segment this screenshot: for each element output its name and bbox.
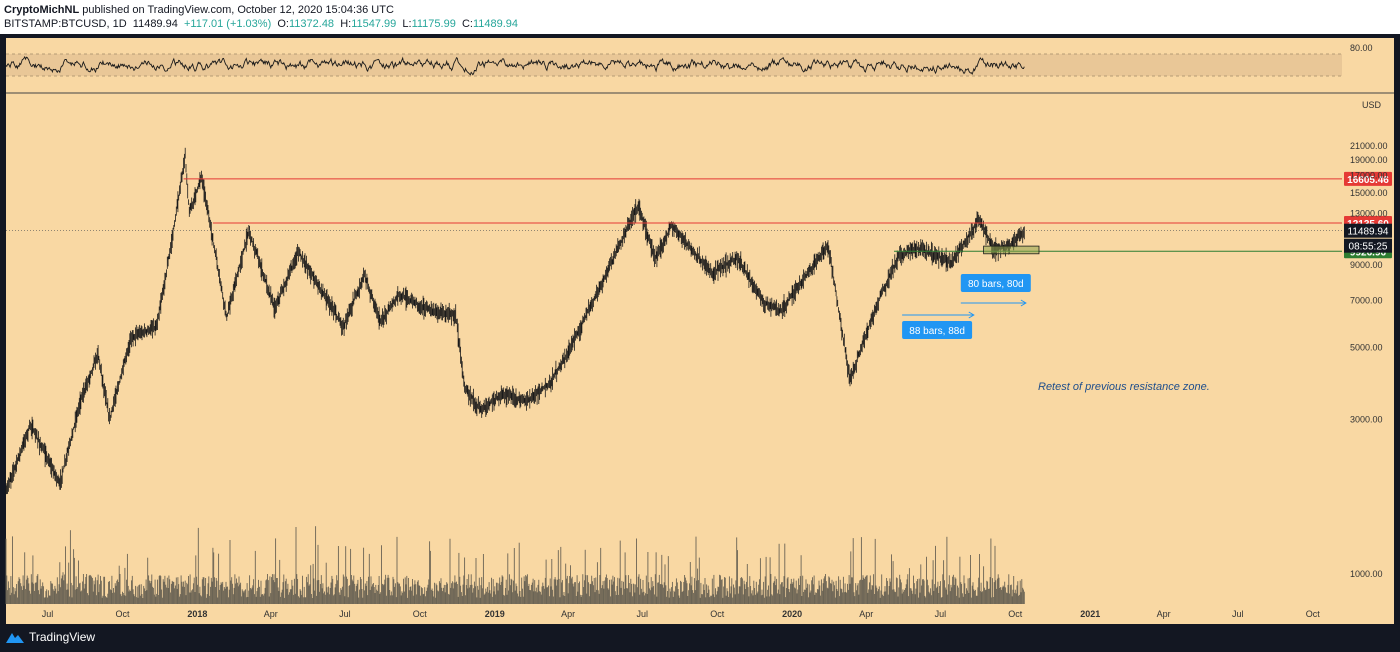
y-tick-label: 19000.00 <box>1350 155 1388 165</box>
x-tick-label: Oct <box>710 609 725 619</box>
change-value: +117.01 (+1.03%) <box>183 18 272 30</box>
range-arrow-88-head <box>968 311 975 319</box>
y-tick-label: 3000.00 <box>1350 415 1383 425</box>
x-tick-label: Jul <box>636 609 648 619</box>
y-tick-label: 9000.00 <box>1350 260 1383 270</box>
high-label: H: <box>340 18 352 30</box>
x-tick-label: Apr <box>264 609 278 619</box>
y-tick-label: 7000.00 <box>1350 295 1383 305</box>
x-tick-label: Oct <box>1008 609 1023 619</box>
low-label: L: <box>402 18 412 30</box>
chart-header: CryptoMichNL published on TradingView.co… <box>0 0 1400 34</box>
level-price-label: 9926.96 <box>1350 247 1387 258</box>
price-axis[interactable]: 21000.00 19000.00 17000.00 15000.00 13000.00… <box>1350 141 1388 579</box>
x-tick-label: Oct <box>413 609 428 619</box>
x-tick-label: Jul <box>339 609 351 619</box>
level-price-tag <box>1344 171 1392 186</box>
price-axis-background <box>1342 38 1394 604</box>
annotations[interactable]: 11489.94 08:55:25 88 bars, 88d 80 bars, 80d… <box>6 223 1392 393</box>
close-label: C: <box>461 18 473 30</box>
range-label-80-box[interactable] <box>960 274 1031 292</box>
plot-background <box>6 38 1342 604</box>
x-tick-label: Jul <box>1232 609 1244 619</box>
rsi-pane[interactable]: 80.00 <box>5 43 1373 77</box>
published-text: published on TradingView.com, October 12… <box>82 4 394 16</box>
open-label: O: <box>277 18 289 30</box>
publish-info: CryptoMichNL published on TradingView.co… <box>4 4 394 16</box>
currency-label: USD <box>1362 100 1382 110</box>
x-tick-label: Apr <box>1157 609 1171 619</box>
tradingview-logo-icon <box>6 633 24 643</box>
volume-bars <box>5 526 1025 604</box>
y-tick-label: 21000.00 <box>1350 141 1388 151</box>
y-tick-label: 5000.00 <box>1350 343 1383 353</box>
y-tick-label: 17000.00 <box>1350 171 1388 181</box>
close-value: 11489.94 <box>472 18 519 30</box>
chart-canvas[interactable]: 80.00 16605.4612135.609926.96 11489.9408… <box>0 34 1400 624</box>
y-tick-label: 13000.00 <box>1350 208 1388 218</box>
last-price-tag <box>1344 223 1392 238</box>
high-value: 11547.99 <box>351 18 397 30</box>
y-tick-label: 15000.00 <box>1350 188 1388 198</box>
open-value: 11372.48 <box>288 18 335 30</box>
x-tick-label: Oct <box>115 609 130 619</box>
author-name[interactable]: CryptoMichNL <box>4 4 80 16</box>
rsi-line <box>5 55 1025 76</box>
x-tick-label: Apr <box>561 609 575 619</box>
x-tick-label: 2018 <box>187 609 207 619</box>
retest-annotation[interactable]: Retest of previous resistance zone. <box>1038 381 1210 393</box>
x-tick-label: Jul <box>42 609 54 619</box>
y-tick-label: 1000.00 <box>1350 569 1383 579</box>
symbol-label[interactable]: BITSTAMP:BTCUSD, 1D <box>4 18 127 30</box>
x-tick-label: Jul <box>935 609 947 619</box>
countdown-tag <box>1344 238 1392 253</box>
rsi-band <box>6 54 1342 76</box>
rsi-level-label: 80.00 <box>1350 43 1373 53</box>
low-value: 11175.99 <box>411 18 456 30</box>
x-tick-label: 2019 <box>485 609 505 619</box>
footer: TradingView <box>0 624 1400 652</box>
x-tick-label: 2020 <box>782 609 802 619</box>
level-price-label: 16605.46 <box>1347 175 1389 186</box>
range-label-88: 88 bars, 88d <box>909 326 965 337</box>
logo-text: TradingView <box>29 630 96 644</box>
last-price-legend: 11489.94 <box>132 18 178 30</box>
ohlc-legend: BITSTAMP:BTCUSD, 1D 11489.94 +117.01 (+1… <box>4 18 518 30</box>
support-zone-box[interactable] <box>983 245 1040 255</box>
range-label-88-box[interactable] <box>902 321 973 339</box>
range-label-80: 80 bars, 80d <box>968 279 1024 290</box>
time-axis-background <box>6 604 1394 624</box>
price-candles <box>5 147 1025 495</box>
time-axis[interactable]: Jul Oct 2018 Apr Jul Oct 2019 Apr Jul Oct 2020 Apr J… <box>42 609 1320 619</box>
last-price-label: 11489.94 <box>1348 227 1389 238</box>
tradingview-logo[interactable]: TradingView <box>6 630 95 644</box>
x-tick-label: 2021 <box>1080 609 1100 619</box>
chart-area[interactable]: 80.00 16605.4612135.609926.96 11489.9408… <box>0 34 1400 624</box>
x-tick-label: Oct <box>1306 609 1321 619</box>
range-arrow-80-head <box>1020 299 1027 307</box>
countdown-label: 08:55:25 <box>1349 242 1388 253</box>
x-tick-label: Apr <box>859 609 873 619</box>
